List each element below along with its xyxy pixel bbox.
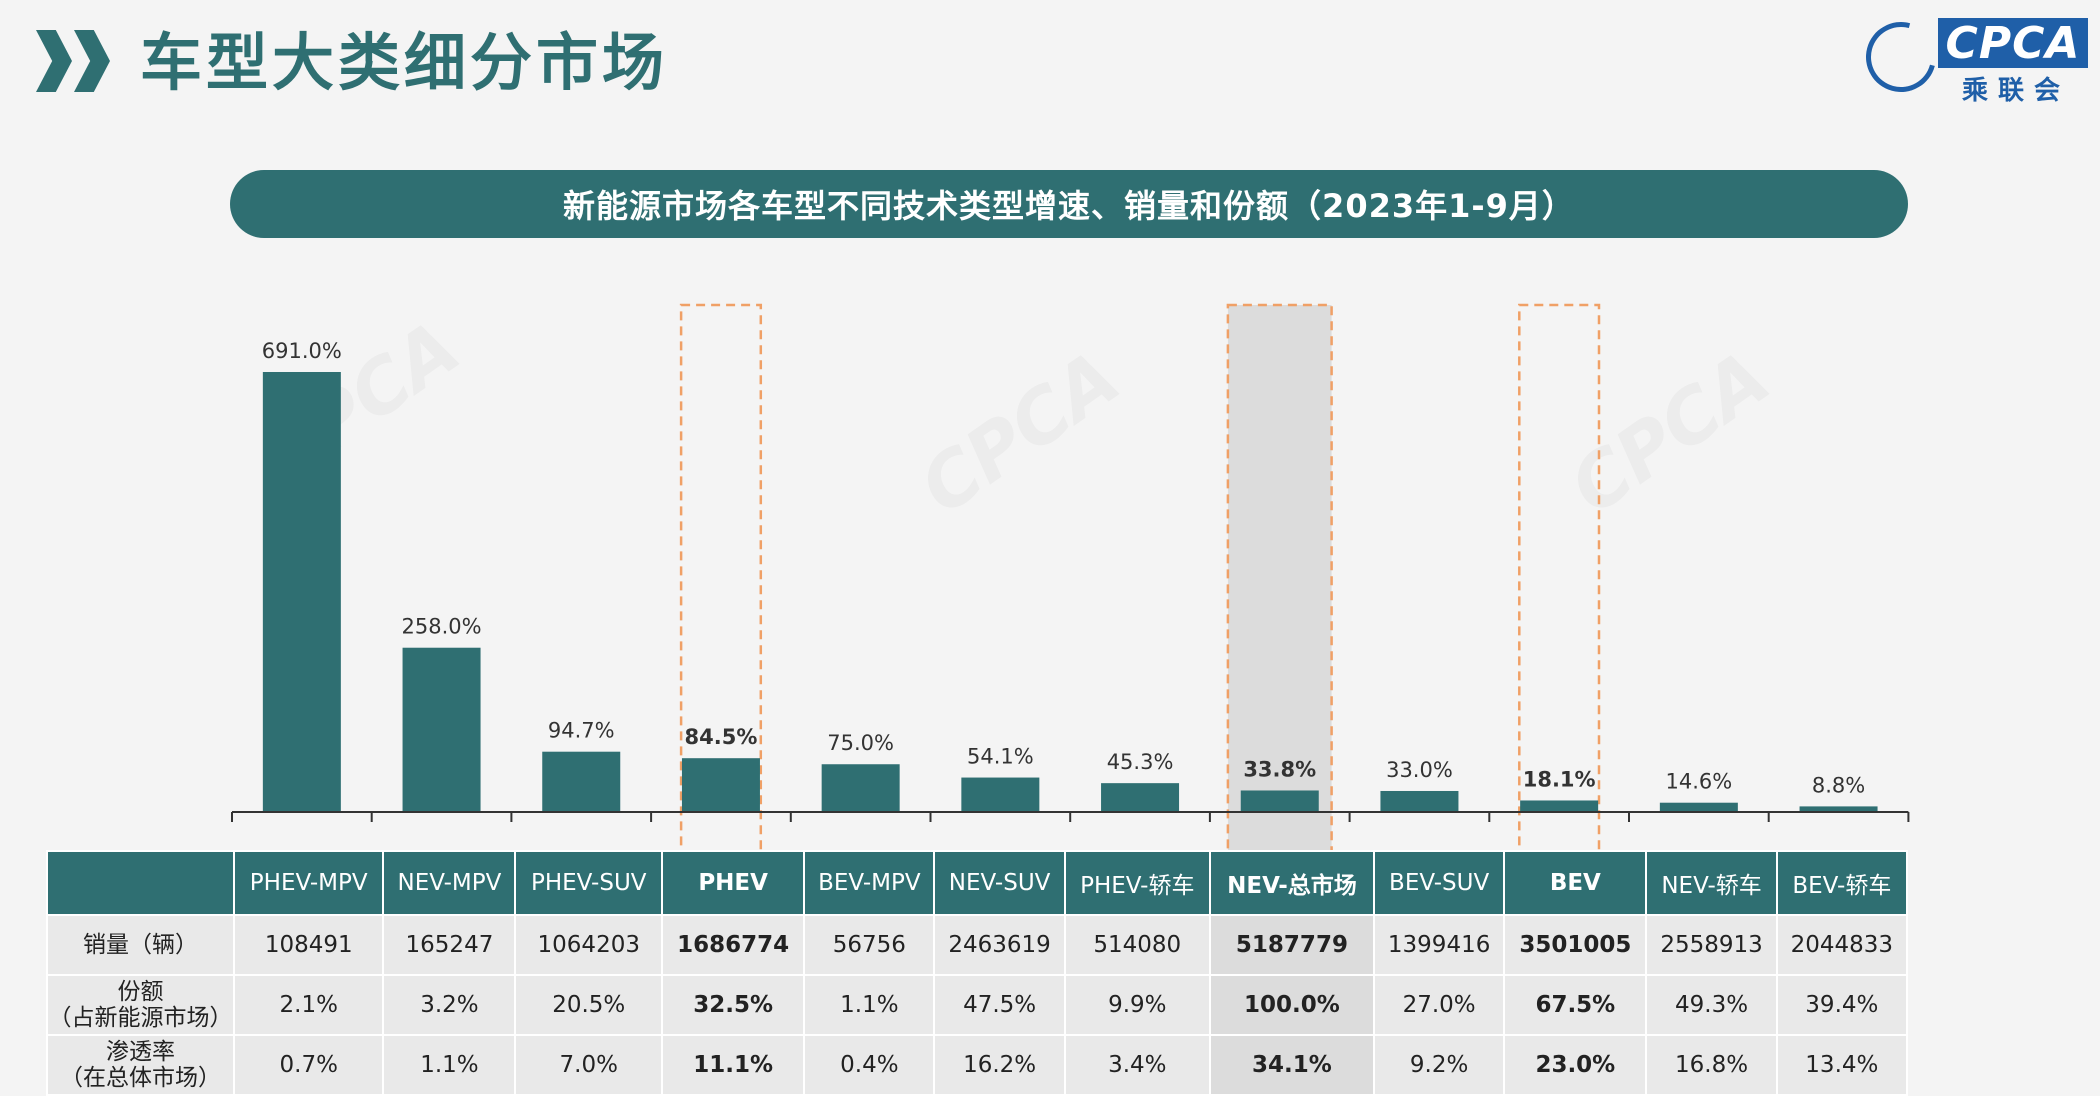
x-tick-label: BEV-SUV bbox=[1373, 850, 1506, 916]
data-label: 258.0% bbox=[402, 615, 482, 639]
data-label: 14.6% bbox=[1665, 770, 1732, 794]
row-label: 销量（辆） bbox=[46, 914, 235, 976]
table-cell: 11.1% bbox=[661, 1034, 806, 1096]
bar bbox=[542, 751, 621, 812]
x-tick-label: NEV-SUV bbox=[933, 850, 1066, 916]
x-tick-label: BEV-轿车 bbox=[1775, 850, 1909, 916]
bar bbox=[1520, 800, 1599, 812]
x-tick-label: PHEV bbox=[661, 850, 806, 916]
bar bbox=[961, 777, 1040, 812]
data-label: 691.0% bbox=[262, 339, 342, 363]
bar bbox=[681, 758, 760, 812]
x-tick-label: NEV-MPV bbox=[382, 850, 517, 916]
bar bbox=[1240, 790, 1319, 812]
table-cell: 56756 bbox=[803, 914, 936, 976]
x-tick-label: BEV-MPV bbox=[803, 850, 936, 916]
table-cell: 2558913 bbox=[1645, 914, 1778, 976]
bar bbox=[1799, 806, 1878, 812]
table-cell: 16.2% bbox=[933, 1034, 1066, 1096]
bar bbox=[1659, 802, 1738, 812]
table-cell: 3.4% bbox=[1063, 1034, 1211, 1096]
table-row: 销量（辆） 108491 165247 1064203 1686774 56756 2463… bbox=[46, 914, 1909, 976]
highlight-box bbox=[679, 303, 763, 1088]
data-label: 84.5% bbox=[685, 725, 758, 749]
table-row: 渗透率 （在总体市场） 0.7% 1.1% 7.0% 11.1% 0.4% 16.2% 3.4%… bbox=[46, 1034, 1909, 1096]
table-cell: 1064203 bbox=[514, 914, 664, 976]
row-label: 份额 （占新能源市场） bbox=[46, 974, 235, 1036]
table-cell: 100.0% bbox=[1208, 974, 1376, 1036]
cpca-logo-badge: CPCA bbox=[1938, 18, 2088, 69]
row-label: 渗透率 （在总体市场） bbox=[46, 1034, 235, 1096]
table-cell: 1.1% bbox=[803, 974, 936, 1036]
table-cell: 49.3% bbox=[1645, 974, 1778, 1036]
table-cell: 2.1% bbox=[232, 974, 385, 1036]
bar bbox=[1380, 790, 1459, 812]
x-tick-label: NEV-轿车 bbox=[1645, 850, 1778, 916]
table-cell: 165247 bbox=[382, 914, 517, 976]
table-cell: 5187779 bbox=[1208, 914, 1376, 976]
data-label: 45.3% bbox=[1107, 750, 1174, 774]
table-cell: 1399416 bbox=[1373, 914, 1506, 976]
table-header-row: PHEV-MPV NEV-MPV PHEV-SUV PHEV BEV-MPV NEV-SU… bbox=[46, 850, 1909, 916]
table-row: 份额 （占新能源市场） 2.1% 3.2% 20.5% 32.5% 1.1% 47.5% 9.9… bbox=[46, 974, 1909, 1036]
bar bbox=[821, 764, 900, 812]
bar bbox=[262, 372, 341, 812]
table-cell: 3501005 bbox=[1503, 914, 1648, 976]
data-label: 33.0% bbox=[1386, 758, 1453, 782]
table-header-corner bbox=[46, 850, 235, 916]
data-label: 8.8% bbox=[1812, 773, 1865, 797]
x-tick-label: NEV-总市场 bbox=[1208, 850, 1376, 916]
cpca-logo: CPCA 乘联会 bbox=[1853, 9, 2092, 106]
page-title: 车型大类细分市场 bbox=[140, 26, 669, 99]
table-cell: 32.5% bbox=[661, 974, 806, 1036]
table-cell: 9.9% bbox=[1063, 974, 1211, 1036]
table-cell: 16.8% bbox=[1645, 1034, 1778, 1096]
table-cell: 0.4% bbox=[803, 1034, 936, 1096]
cpca-logo-subtitle: 乘联会 bbox=[1962, 76, 2071, 106]
x-tick-label: PHEV-轿车 bbox=[1063, 850, 1211, 916]
table-cell: 2463619 bbox=[933, 914, 1066, 976]
table-cell: 39.4% bbox=[1775, 974, 1909, 1036]
table-cell: 27.0% bbox=[1373, 974, 1506, 1036]
table-cell: 13.4% bbox=[1775, 1034, 1909, 1096]
table-cell: 2044833 bbox=[1775, 914, 1909, 976]
table-cell: 9.2% bbox=[1373, 1034, 1506, 1096]
highlight-box bbox=[1518, 303, 1601, 1088]
data-label: 18.1% bbox=[1523, 767, 1596, 791]
x-tick-label: BEV bbox=[1503, 850, 1648, 916]
table-cell: 20.5% bbox=[514, 974, 664, 1036]
table-cell: 34.1% bbox=[1208, 1034, 1376, 1096]
bar bbox=[1101, 783, 1180, 812]
data-table: PHEV-MPV NEV-MPV PHEV-SUV PHEV BEV-MPV NEV-SU… bbox=[46, 850, 1909, 1096]
data-label: 75.0% bbox=[827, 731, 894, 755]
bar bbox=[402, 647, 481, 812]
chart-title-banner: 新能源市场各车型不同技术类型增速、销量和份额（2023年1-9月） bbox=[230, 170, 1908, 238]
data-label: 54.1% bbox=[967, 745, 1034, 769]
table-cell: 1686774 bbox=[661, 914, 806, 976]
table-cell: 3.2% bbox=[382, 974, 517, 1036]
table-cell: 514080 bbox=[1063, 914, 1211, 976]
data-label: 33.8% bbox=[1243, 757, 1316, 781]
table-cell: 7.0% bbox=[514, 1034, 664, 1096]
x-tick-label: PHEV-MPV bbox=[232, 850, 385, 916]
table-cell: 0.7% bbox=[232, 1034, 385, 1096]
table-cell: 47.5% bbox=[933, 974, 1066, 1036]
table-cell: 67.5% bbox=[1503, 974, 1648, 1036]
table-cell: 23.0% bbox=[1503, 1034, 1648, 1096]
x-tick-label: PHEV-SUV bbox=[514, 850, 664, 916]
table-cell: 1.1% bbox=[382, 1034, 517, 1096]
data-label: 94.7% bbox=[548, 719, 615, 743]
table-cell: 108491 bbox=[232, 914, 385, 976]
